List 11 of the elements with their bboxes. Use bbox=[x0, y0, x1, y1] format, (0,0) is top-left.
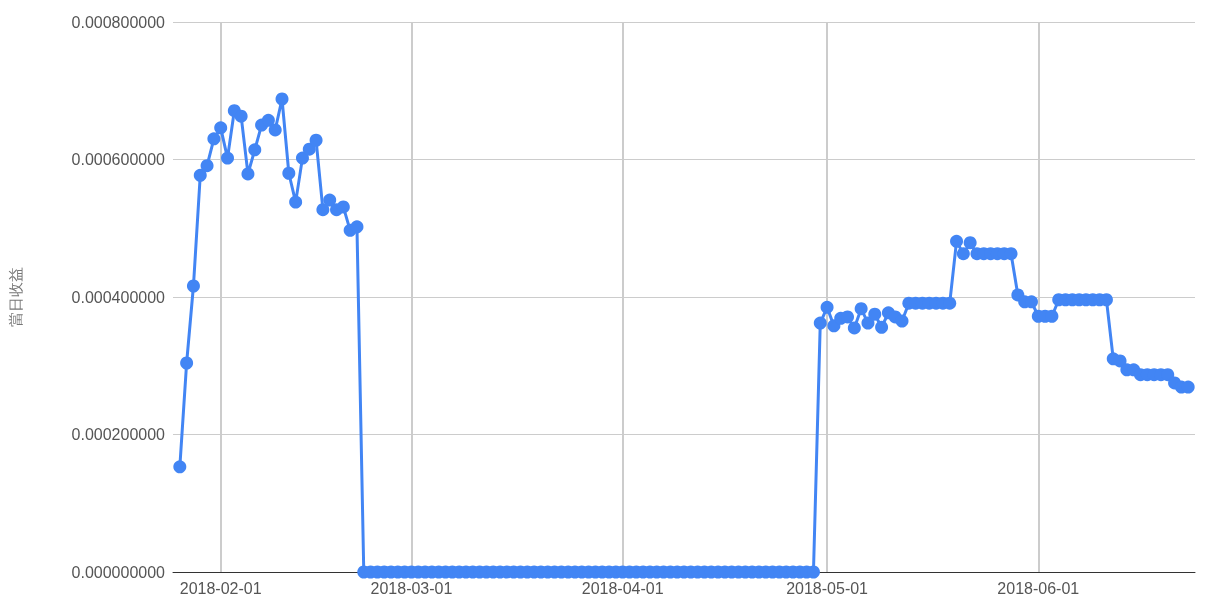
y-tick-label: 0.000000000 bbox=[71, 563, 166, 581]
x-tick-label: 2018-04-01 bbox=[581, 579, 664, 597]
y-axis-title: 當日收益 bbox=[6, 267, 25, 327]
x-tick-label: 2018-02-01 bbox=[179, 579, 262, 597]
x-tick-label: 2018-05-01 bbox=[786, 579, 869, 597]
x-tick-label: 2018-03-01 bbox=[370, 579, 453, 597]
y-tick-label: 0.000800000 bbox=[71, 13, 166, 31]
x-tick-label: 2018-06-01 bbox=[997, 579, 1080, 597]
y-tick-label: 0.000200000 bbox=[71, 426, 166, 443]
y-tick-label: 0.000400000 bbox=[71, 288, 166, 306]
y-tick-label: 0.000600000 bbox=[71, 151, 166, 168]
